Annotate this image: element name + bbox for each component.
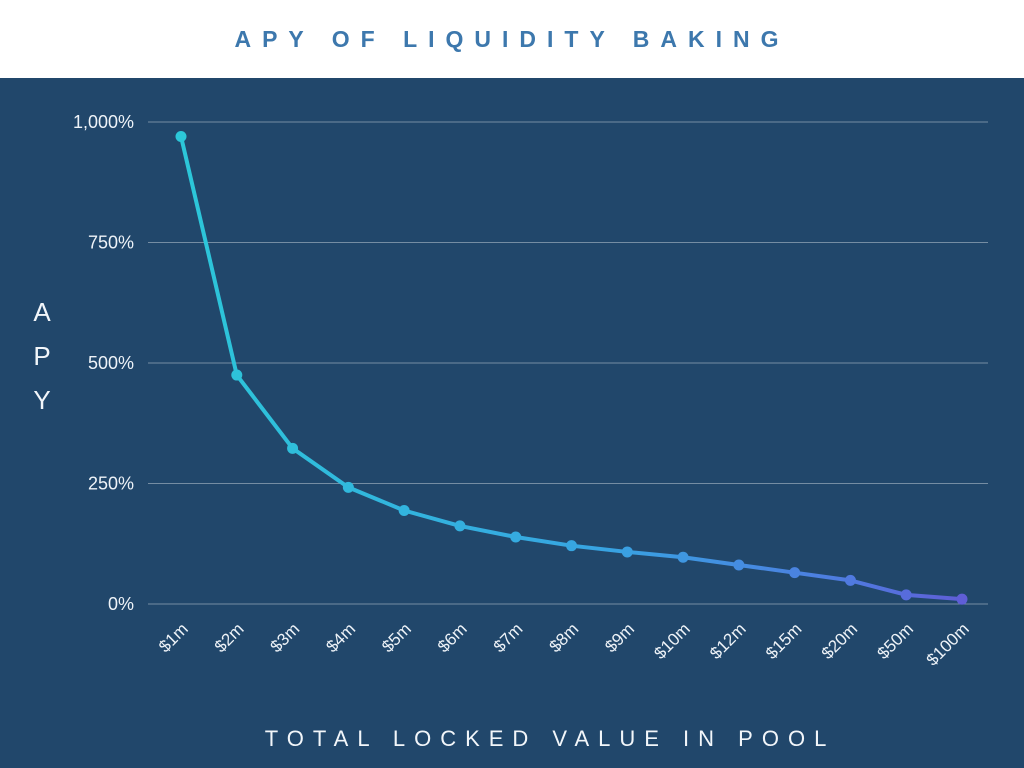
x-tick-label: $8m <box>546 619 583 656</box>
data-point <box>956 593 968 605</box>
y-axis-title: APY <box>27 297 57 429</box>
data-point <box>566 540 577 552</box>
data-point <box>175 130 187 142</box>
data-line <box>179 134 964 602</box>
data-point <box>621 546 633 558</box>
x-tick-label: $2m <box>211 619 248 656</box>
x-tick-label: $15m <box>762 619 806 663</box>
x-tick-label: $100m <box>923 619 973 669</box>
data-point <box>677 551 689 563</box>
y-tick-label: 1,000% <box>73 112 134 132</box>
data-point <box>789 567 801 579</box>
y-tick-label: 0% <box>108 594 134 614</box>
data-point <box>844 574 856 586</box>
data-point <box>231 369 243 381</box>
data-point <box>398 504 410 516</box>
chart-area: 0% 250% 500% 750% 1,000% $1m $2m $3m $4m $5m $6m $7… <box>0 78 1024 768</box>
x-tick-label: $3m <box>267 619 304 656</box>
x-tick-label: $9m <box>601 619 638 656</box>
chart-header: APY OF LIQUIDITY BAKING <box>0 0 1024 78</box>
x-axis-title: TOTAL LOCKED VALUE IN POOL <box>264 726 836 751</box>
y-tick-label: 750% <box>88 233 134 253</box>
x-tick-label: $20m <box>818 619 862 663</box>
x-tick-label: $1m <box>155 619 192 656</box>
data-point <box>900 589 912 601</box>
x-tick-label: $5m <box>378 619 415 656</box>
x-tick-label: $4m <box>322 619 359 656</box>
x-tick-label: $6m <box>434 619 471 656</box>
x-tick-label: $50m <box>874 619 918 663</box>
data-point <box>733 559 745 571</box>
data-point <box>342 481 354 493</box>
x-tick-label: $12m <box>706 619 750 663</box>
data-point <box>454 520 466 532</box>
chart-title: APY OF LIQUIDITY BAKING <box>234 25 790 52</box>
x-tick-label: $7m <box>490 619 527 656</box>
line-chart: 0% 250% 500% 750% 1,000% $1m $2m $3m $4m $5m $6m $7… <box>73 112 988 670</box>
y-tick-label: 500% <box>88 353 134 373</box>
data-point <box>510 531 522 543</box>
data-point <box>287 442 299 454</box>
x-tick-label: $10m <box>650 619 694 663</box>
y-tick-label: 250% <box>88 474 134 494</box>
